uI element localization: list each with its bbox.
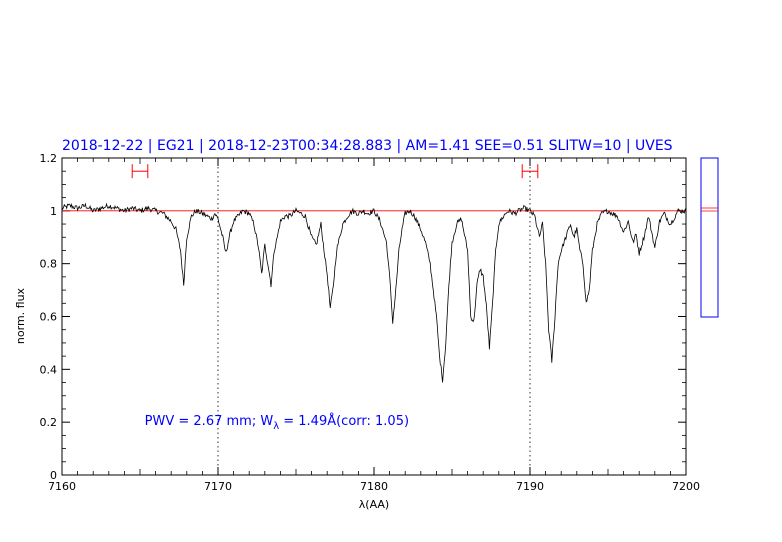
x-tick-label: 7200 [672,480,700,493]
y-tick-label: 0.2 [40,416,58,429]
pwv-annotation-text: PWV = 2.67 mm; W [145,414,274,429]
x-axis-label: λ(AA) [359,498,389,511]
y-tick-label: 0.6 [40,311,58,324]
pwv-annotation-sub: λ [273,421,279,432]
y-tick-label: 0 [50,469,57,482]
reference-lines [217,158,531,475]
x-tick-label: 7160 [48,480,76,493]
spectrum-series-line [61,202,687,383]
pwv-annotation: PWV = 2.67 mm; Wλ = 1.49Å(corr: 1.05) [145,413,409,432]
y-tick-label: 0.8 [40,258,58,271]
y-tick-label: 1 [50,205,57,218]
x-tick-label: 7180 [360,480,388,493]
airmass-indicator [700,157,719,318]
x-tick-label: 7170 [204,480,232,493]
pwv-annotation-rest: = 1.49Å(corr: 1.05) [279,413,409,429]
y-axis: 0 0.2 0.4 0.6 0.8 1 1.2 [40,152,686,482]
y-axis-label: norm. flux [14,287,27,344]
chart-title: 2018-12-22 | EG21 | 2018-12-23T00:34:28.… [62,138,673,154]
y-tick-label: 1.2 [40,152,58,165]
fit-windows [131,164,539,179]
x-axis: 7160 7170 7180 7190 7200 [48,158,700,493]
airmass-box [700,157,719,318]
x-tick-label: 7190 [516,480,544,493]
y-tick-label: 0.4 [40,363,58,376]
